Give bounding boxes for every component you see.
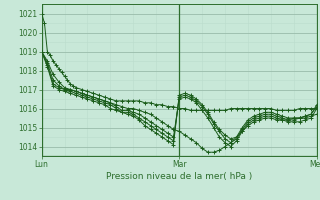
X-axis label: Pression niveau de la mer( hPa ): Pression niveau de la mer( hPa ) [106, 172, 252, 181]
